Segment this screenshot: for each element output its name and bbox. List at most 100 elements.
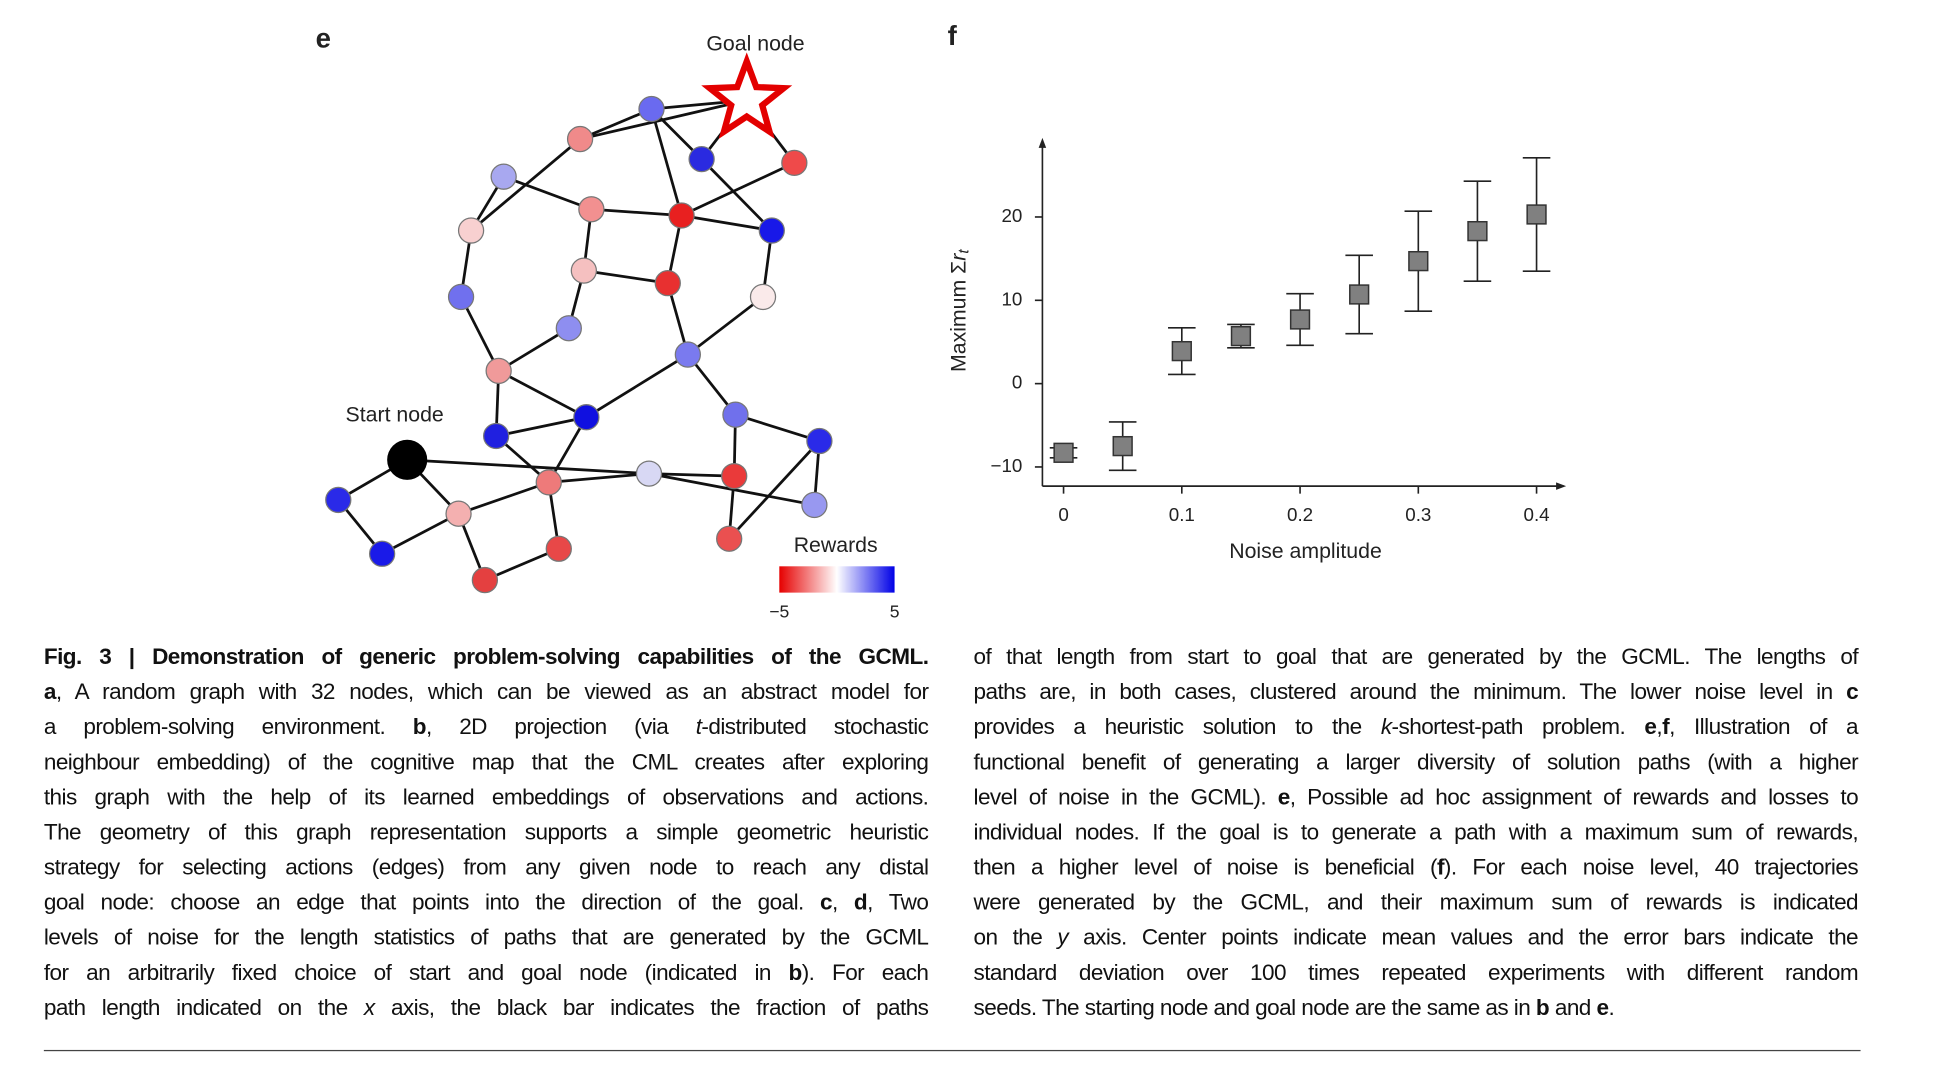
caption-text: y (1057, 924, 1069, 950)
graph-edge (498, 369, 588, 419)
caption-column: Fig. 3 | Demonstration of generic proble… (44, 639, 929, 1025)
caption-line: on the y axis. Center points indicate me… (974, 920, 1859, 955)
caption-line: a, A random graph with 32 nodes, which c… (44, 674, 929, 709)
graph-node (490, 163, 517, 190)
caption-column: of that length from start to goal that a… (974, 639, 1859, 1025)
caption-text: path length indicated on the (43, 994, 364, 1020)
y-axis-arrow (1038, 137, 1047, 148)
caption-text: of that length from start to goal that a… (973, 643, 1859, 670)
caption-line: path length indicated on the x axis, the… (44, 990, 929, 1025)
point (1230, 325, 1252, 347)
panel-label: f (948, 20, 958, 51)
graph-node (722, 401, 749, 428)
colorbar-tick-label: 5 (890, 601, 900, 621)
graph-node (573, 404, 600, 431)
caption-text: b (412, 714, 427, 740)
caption-text: this graph with the help of its learned … (43, 784, 929, 810)
caption-line: neighbour embedding) of the cognitive ma… (44, 744, 929, 779)
caption-text: neighbour embedding) of the cognitive ma… (43, 749, 929, 775)
caption-text: , Possible ad hoc assignment of rewards … (1289, 784, 1859, 810)
caption-text: seeds. The starting node and goal node a… (973, 994, 1536, 1020)
graph-edge (548, 472, 650, 484)
caption-line: this graph with the help of its learned … (44, 779, 929, 814)
graph-node (445, 500, 472, 527)
caption-text: f (1662, 714, 1670, 740)
graph-node (781, 149, 808, 177)
caption-text: goal node: choose an edge that points in… (43, 889, 820, 915)
point (1053, 442, 1074, 463)
graph-edge (681, 214, 773, 232)
caption-text: -shortest-path problem. (1391, 714, 1645, 740)
graph-node (638, 95, 665, 123)
caption-line: seeds. The starting node and goal node a… (974, 990, 1859, 1025)
caption-line: provides a heuristic solution to the k-s… (974, 709, 1859, 744)
panel-label: e (316, 22, 331, 53)
graph-node (654, 269, 681, 297)
y-axis-label-var: r (946, 253, 970, 261)
graph-edge (583, 269, 668, 285)
colorbar-tick-label: −5 (769, 601, 789, 621)
caption-text: The geometry of this graph representatio… (43, 819, 929, 845)
caption-text: and (1549, 994, 1597, 1020)
graph-node (635, 460, 663, 487)
x-tick-label: 0.3 (1405, 504, 1431, 525)
caption-line: level of noise in the GCML). e, Possible… (974, 779, 1859, 814)
caption-line: functional benefit of generating a large… (974, 744, 1859, 779)
graph-edge (680, 161, 795, 217)
x-axis-arrow (1556, 482, 1567, 490)
colorbar (779, 566, 895, 593)
y-axis-label-text: Maximum Σ (946, 261, 970, 372)
y-tick-label: 10 (1001, 288, 1022, 309)
graph-node (578, 196, 605, 223)
graph-node (482, 422, 510, 450)
point (1349, 284, 1370, 305)
caption-line: levels of noise for the length statistic… (44, 920, 929, 955)
graph-edge (700, 158, 773, 232)
caption-text: axis. Center points indicate mean values… (1068, 924, 1859, 950)
caption-text: e (1596, 994, 1609, 1020)
caption-text: x (363, 994, 375, 1020)
caption-line: The geometry of this graph representatio… (44, 814, 929, 849)
caption-text: provides a heuristic solution to the (973, 714, 1381, 740)
x-tick-label: 0.2 (1287, 504, 1313, 525)
caption-text: then a higher level of noise is benefici… (973, 854, 1438, 880)
caption-text: axis, the black bar indicates the fracti… (374, 994, 929, 1020)
caption-text: , (831, 889, 854, 915)
caption-text: for an arbitrarily fixed choice of start… (43, 959, 789, 985)
graph-node (471, 566, 499, 594)
graph-node (688, 145, 715, 173)
caption-text: c (1846, 679, 1859, 705)
graph-node (801, 491, 828, 519)
caption-text: , 2D projection (via (425, 714, 696, 740)
graph-edge (495, 415, 587, 438)
caption-line: standard deviation over 100 times repeat… (974, 955, 1859, 990)
point (1171, 340, 1192, 362)
caption-text: individual nodes. If the goal is to gene… (973, 819, 1859, 845)
point (1408, 250, 1429, 272)
caption-text: c (819, 889, 833, 915)
graph-node (806, 427, 833, 455)
graph-edge (728, 440, 821, 540)
caption-text: level of noise in the GCML). (973, 784, 1278, 810)
caption-text: paths are, in both cases, clustered arou… (973, 679, 1847, 705)
caption-text: , Two (867, 889, 929, 915)
graph-node (485, 357, 512, 385)
graph-node (758, 217, 785, 244)
graph-node (447, 283, 475, 311)
point (1467, 220, 1488, 242)
graph-edge (484, 547, 560, 582)
graph-node (368, 540, 396, 567)
caption-text: e (1644, 714, 1657, 740)
graph-node (457, 217, 485, 244)
caption-text: functional benefit of generating a large… (973, 749, 1859, 775)
caption-text: b (788, 959, 803, 985)
start-node (387, 439, 428, 480)
caption-text: b (1535, 994, 1550, 1020)
caption-text: were generated by the GCML, and their ma… (973, 889, 1859, 915)
graph-edge (503, 175, 592, 211)
caption-line: a problem-solving environment. b, 2D pro… (44, 709, 929, 744)
caption-line: for an arbitrarily fixed choice of start… (44, 955, 929, 990)
graph-edge (648, 472, 735, 478)
point (1289, 309, 1311, 330)
